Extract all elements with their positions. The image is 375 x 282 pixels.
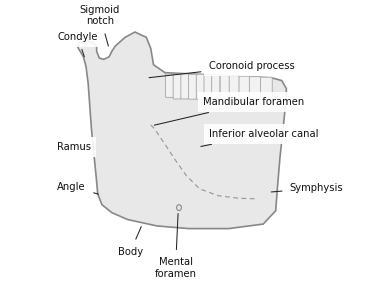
FancyBboxPatch shape [189, 74, 197, 99]
Text: Inferior alveolar canal: Inferior alveolar canal [201, 129, 318, 146]
Text: Coronoid process: Coronoid process [149, 61, 294, 78]
FancyBboxPatch shape [211, 74, 220, 99]
Text: Mandibular foramen: Mandibular foramen [154, 97, 305, 125]
FancyBboxPatch shape [196, 74, 204, 99]
Text: Ramus: Ramus [57, 142, 93, 152]
FancyBboxPatch shape [204, 74, 212, 99]
FancyBboxPatch shape [229, 76, 239, 99]
FancyBboxPatch shape [261, 77, 272, 98]
Text: Sigmoid
notch: Sigmoid notch [80, 5, 120, 46]
FancyBboxPatch shape [239, 76, 250, 99]
Ellipse shape [177, 205, 182, 211]
Text: Condyle: Condyle [57, 32, 98, 57]
Polygon shape [77, 32, 286, 229]
FancyBboxPatch shape [165, 74, 174, 97]
FancyBboxPatch shape [181, 74, 189, 99]
Text: Body: Body [118, 227, 143, 257]
Text: Symphysis: Symphysis [271, 183, 344, 193]
Text: Angle: Angle [57, 182, 99, 194]
FancyBboxPatch shape [220, 75, 230, 99]
Text: Mental
foramen: Mental foramen [154, 213, 196, 279]
FancyBboxPatch shape [173, 74, 182, 99]
FancyBboxPatch shape [249, 77, 261, 99]
